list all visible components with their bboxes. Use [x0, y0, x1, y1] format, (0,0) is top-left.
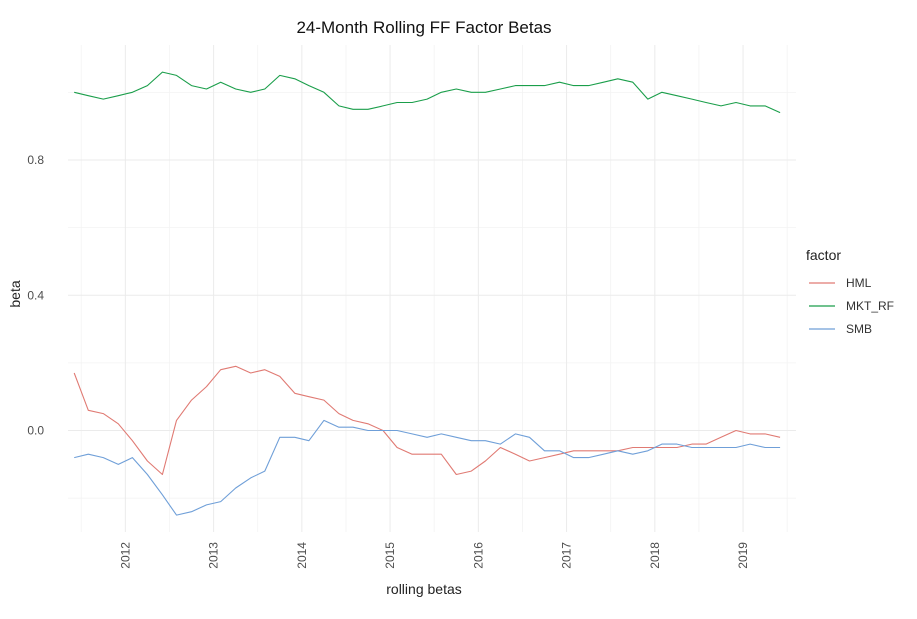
legend-label-smb: SMB	[846, 322, 872, 336]
y-tick-label: 0.0	[27, 424, 44, 438]
series-line-mkt-rf	[74, 71, 781, 114]
series-line-smb	[74, 419, 781, 516]
series-layer	[73, 71, 781, 516]
legend: factor HML MKT_RF SMB	[806, 247, 894, 336]
legend-label-mkt-rf: MKT_RF	[846, 299, 894, 313]
x-tick-label: 2019	[736, 542, 750, 569]
x-axis-title: rolling betas	[386, 581, 462, 597]
legend-label-hml: HML	[846, 276, 872, 290]
legend-title: factor	[806, 247, 841, 263]
series-line-hml	[73, 365, 781, 476]
x-axis-tick-labels: 2012 2013 2014 2015 2016 2017 2018 2019	[118, 542, 750, 569]
x-tick-label: 2012	[118, 542, 132, 569]
x-tick-label: 2017	[560, 542, 574, 569]
y-tick-label: 0.8	[27, 153, 44, 167]
x-tick-label: 2013	[207, 542, 221, 569]
x-tick-label: 2015	[383, 542, 397, 569]
x-tick-label: 2014	[295, 542, 309, 569]
y-axis-title: beta	[7, 280, 23, 307]
x-tick-label: 2018	[648, 542, 662, 569]
y-tick-label: 0.4	[27, 288, 44, 302]
chart-title: 24-Month Rolling FF Factor Betas	[296, 18, 551, 37]
y-axis-tick-labels: 0.0 0.4 0.8	[27, 153, 44, 438]
legend-items: HML MKT_RF SMB	[809, 276, 894, 336]
grid-layer	[68, 45, 796, 532]
x-tick-label: 2016	[471, 542, 485, 569]
